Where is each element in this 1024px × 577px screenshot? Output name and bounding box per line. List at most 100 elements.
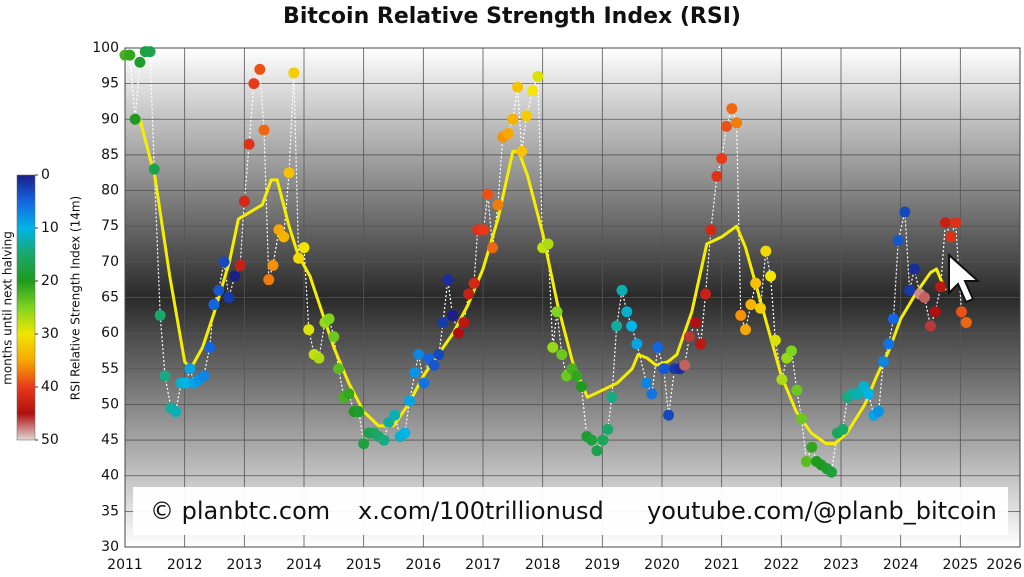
point xyxy=(750,277,762,289)
y-tick-label: 95 xyxy=(101,76,119,92)
y-tick-label: 80 xyxy=(101,183,119,199)
watermark-text: x.com/100trillionusd xyxy=(358,497,604,525)
point xyxy=(586,434,598,446)
colorbar-tick-label: 0 xyxy=(41,167,50,183)
point xyxy=(652,341,664,353)
point xyxy=(683,331,695,343)
point xyxy=(935,281,947,293)
point xyxy=(602,423,614,435)
point xyxy=(283,167,295,179)
point xyxy=(765,270,777,282)
point xyxy=(358,438,370,450)
chart-title: Bitcoin Relative Strength Index (RSI) xyxy=(283,4,741,29)
point xyxy=(328,331,340,343)
point xyxy=(134,56,146,68)
point xyxy=(929,306,941,318)
x-tick-label: 2013 xyxy=(227,557,263,573)
colorbar-tick-label: 40 xyxy=(41,379,59,395)
point xyxy=(521,110,533,122)
y-tick-label: 45 xyxy=(101,432,119,448)
point xyxy=(527,85,539,97)
point xyxy=(409,366,421,378)
point xyxy=(663,409,675,421)
point xyxy=(785,345,797,357)
colorbar-tick-label: 20 xyxy=(41,273,59,289)
colorbar-tick-label: 50 xyxy=(41,432,59,448)
point xyxy=(148,163,160,175)
colorbar xyxy=(16,174,36,441)
y-tick-label: 40 xyxy=(101,468,119,484)
point xyxy=(507,113,519,125)
y-tick-label: 100 xyxy=(92,40,119,56)
x-tick-label: 2015 xyxy=(346,557,382,573)
point xyxy=(700,288,712,300)
x-tick-label: 2011 xyxy=(107,557,143,573)
y-tick-label: 60 xyxy=(101,325,119,341)
point xyxy=(258,124,270,136)
point xyxy=(482,188,494,200)
point xyxy=(899,206,911,218)
point xyxy=(243,138,255,150)
y-tick-label: 75 xyxy=(101,218,119,234)
point xyxy=(760,245,772,257)
x-tick-label: 2020 xyxy=(644,557,680,573)
point xyxy=(353,406,365,418)
point xyxy=(716,152,728,164)
point xyxy=(873,406,885,418)
point xyxy=(378,434,390,446)
point xyxy=(945,231,957,243)
x-tick-label: 2023 xyxy=(823,557,859,573)
point xyxy=(208,299,220,311)
point xyxy=(806,441,818,453)
point xyxy=(184,363,196,375)
point xyxy=(428,359,440,371)
point xyxy=(458,316,470,328)
point xyxy=(463,288,475,300)
point xyxy=(611,320,623,332)
point xyxy=(263,274,275,286)
y-tick-label: 55 xyxy=(101,361,119,377)
point xyxy=(919,292,931,303)
point xyxy=(908,263,920,275)
point xyxy=(468,277,480,289)
point xyxy=(170,406,182,418)
point xyxy=(532,71,544,83)
point xyxy=(640,377,652,389)
point xyxy=(877,356,889,368)
point xyxy=(478,224,490,236)
x-tick-label: 2025 xyxy=(943,557,979,573)
point xyxy=(198,370,210,382)
point xyxy=(413,349,425,361)
point xyxy=(776,373,788,385)
point xyxy=(213,284,225,296)
point xyxy=(591,445,603,457)
point xyxy=(293,252,305,264)
point xyxy=(731,117,743,129)
point xyxy=(883,338,895,350)
point xyxy=(646,388,658,400)
point xyxy=(950,217,962,229)
point xyxy=(904,284,916,296)
point xyxy=(512,81,524,93)
point xyxy=(223,292,235,303)
point xyxy=(144,46,156,58)
watermark-text: © planbtc.com xyxy=(150,497,330,525)
y-tick-label: 30 xyxy=(101,539,119,555)
x-tick-label: 2019 xyxy=(585,557,621,573)
point xyxy=(551,306,563,318)
point xyxy=(433,349,445,361)
point xyxy=(825,466,837,478)
point xyxy=(288,67,300,79)
point xyxy=(204,341,216,353)
point xyxy=(229,270,241,282)
point xyxy=(720,120,732,132)
y-axis-label: RSI Relative Strength Index (14m) xyxy=(69,196,83,400)
point xyxy=(888,313,900,325)
point xyxy=(597,434,609,446)
point xyxy=(404,395,416,407)
point xyxy=(154,309,166,321)
point xyxy=(679,359,691,371)
x-tick-label: 2017 xyxy=(465,557,501,573)
watermark-text: youtube.com/@planb_bitcoin xyxy=(647,497,997,525)
